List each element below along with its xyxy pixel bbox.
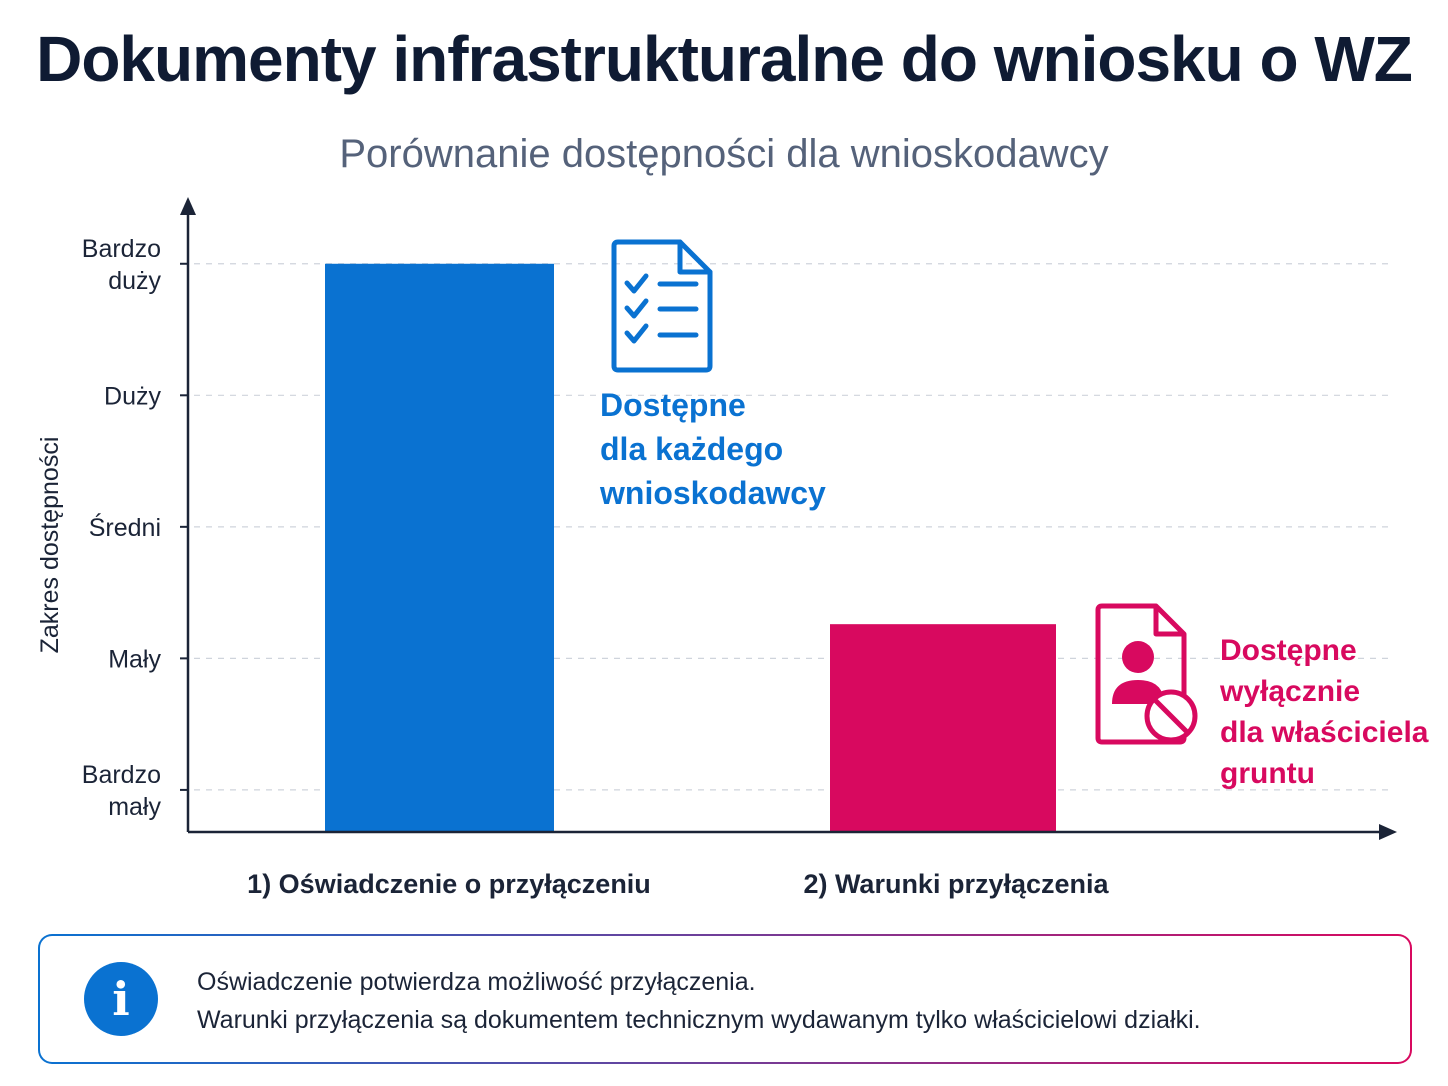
chart-subtitle: Porównanie dostępności dla wnioskodawcy: [339, 132, 1109, 176]
annotation-text-line: gruntu: [1220, 757, 1315, 790]
info-line-1: Oświadczenie potwierdza możliwość przyłą…: [197, 968, 756, 996]
annotation-text-line: Dostępne: [1220, 634, 1357, 667]
x-category-label: 1) Oświadczenie o przyłączeniu: [247, 869, 651, 899]
annotation-pink: Dostępne wyłącznie dla właściciela gruntu: [1219, 634, 1429, 790]
category-labels: 1) Oświadczenie o przyłączeniu 2) Warunki…: [247, 869, 1109, 899]
y-tick-label: duży: [108, 267, 161, 295]
info-icon: i: [84, 962, 158, 1036]
annotation-text-line: dla właściciela: [1220, 716, 1429, 749]
y-ticks: Bardzo mały Mały Średni Duży Bardzo duży: [82, 235, 188, 821]
bar-chart: Bardzo mały Mały Średni Duży Bardzo duży Zakre…: [36, 197, 1429, 899]
annotation-text-line: wyłącznie: [1219, 675, 1360, 708]
gridlines: [194, 263, 1392, 791]
y-tick-label: Średni: [89, 512, 161, 542]
x-category-label: 2) Warunki przyłączenia: [803, 869, 1109, 899]
bar: [325, 263, 554, 832]
y-tick-label: Mały: [108, 645, 161, 673]
y-tick-label: Bardzo: [82, 761, 161, 789]
info-line-2: Warunki przyłączenia są dokumentem techn…: [197, 1006, 1201, 1034]
y-axis-label: Zakres dostępności: [36, 437, 64, 654]
bars: [325, 263, 1056, 832]
annotation-text-line: wnioskodawcy: [599, 475, 826, 511]
document-user-forbidden-icon: [1095, 603, 1198, 745]
annotation-text-line: Dostępne: [600, 387, 746, 423]
document-checklist-icon: [611, 239, 713, 373]
y-tick-label: Bardzo: [82, 235, 161, 263]
y-tick-label: Duży: [104, 382, 161, 410]
annotation-blue: Dostępne dla każdego wnioskodawcy: [599, 387, 826, 511]
y-axis-arrow: [180, 197, 196, 215]
x-axis-arrow: [1379, 824, 1397, 840]
bar: [830, 624, 1056, 832]
annotation-text-line: dla każdego: [600, 431, 783, 467]
info-box: i Oświadczenie potwierdza możliwość przy…: [38, 934, 1412, 1064]
info-box-inner: i Oświadczenie potwierdza możliwość przy…: [40, 936, 1410, 1062]
chart-title: Dokumenty infrastrukturalne do wniosku o…: [36, 23, 1413, 95]
axes: [180, 197, 1397, 840]
y-tick-label: mały: [108, 793, 161, 821]
